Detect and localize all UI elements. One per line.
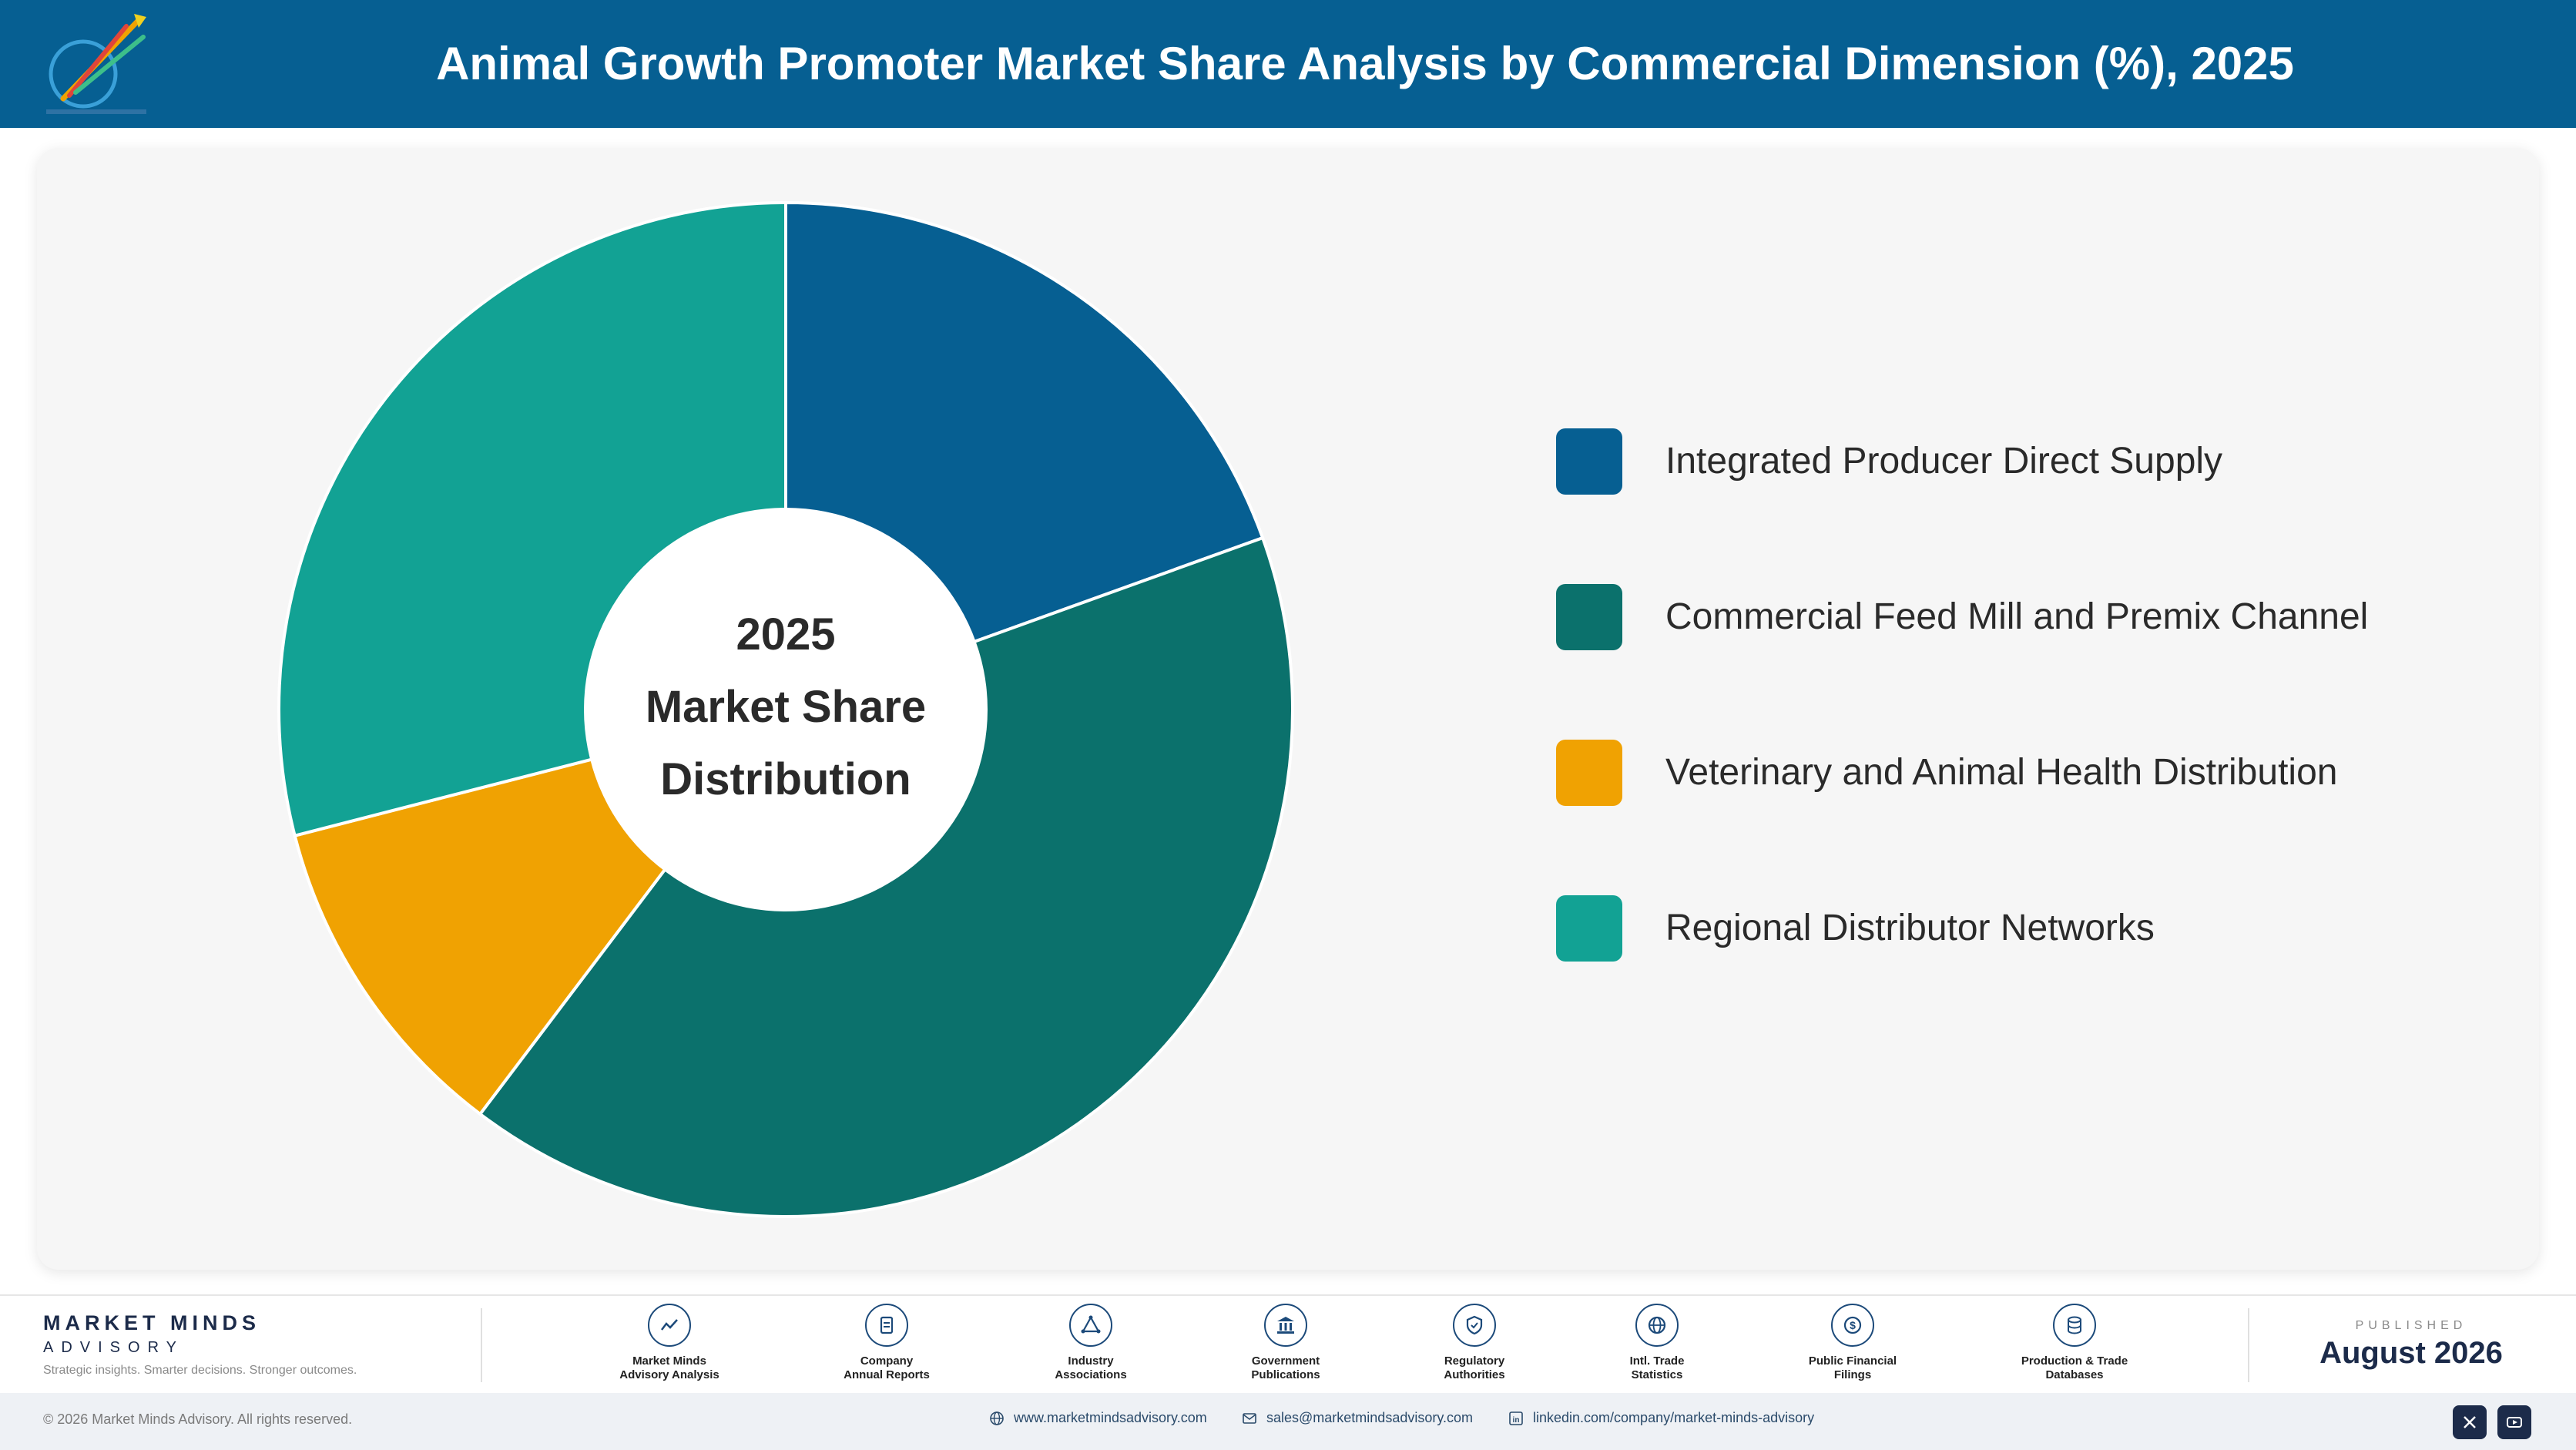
donut-hole [584, 508, 988, 911]
source-regulatory: Regulatory Authorities [1390, 1304, 1559, 1393]
legend-item-commercial: Commercial Feed Mill and Premix Channel [1556, 584, 2480, 650]
published-date: August 2026 [2319, 1336, 2503, 1370]
center-label-line-2: Market Share [646, 682, 926, 732]
legend-swatch-veterinary [1556, 740, 1622, 806]
linkedin-link[interactable]: in linkedin.com/company/market-minds-advi… [1508, 1410, 1814, 1433]
footer-brand-name: MARKET MINDS [43, 1311, 260, 1334]
center-label-line-1: 2025 [736, 609, 835, 660]
document-icon [865, 1304, 908, 1347]
source-industry-associations: Industry Associations [1006, 1304, 1176, 1393]
footer-brand-tagline: Strategic insights. Smarter decisions. S… [43, 1364, 357, 1377]
legend-swatch-commercial [1556, 584, 1622, 650]
globe-icon [990, 1411, 1004, 1426]
linkedin-icon: in [1509, 1411, 1523, 1426]
youtube-icon[interactable] [2497, 1405, 2531, 1439]
database-icon [2053, 1304, 2096, 1347]
legend-item-regional: Regional Distributor Networks [1556, 895, 2480, 962]
page-title: Animal Growth Promoter Market Share Anal… [436, 38, 2294, 89]
mail-icon [1243, 1413, 1256, 1425]
source-label: Government Publications [1251, 1354, 1320, 1381]
source-label: Company Annual Reports [844, 1354, 930, 1381]
source-government: Government Publications [1201, 1304, 1370, 1393]
chart-card: 2025 Market Share Distribution Integrated … [37, 148, 2539, 1270]
trend-icon [648, 1304, 691, 1347]
center-label-line-3: Distribution [660, 754, 911, 804]
shield-icon [1453, 1304, 1496, 1347]
footer-brand-sub: ADVISORY [43, 1339, 184, 1356]
footer-bottom-bar: © 2026 Market Minds Advisory. All rights… [0, 1393, 2576, 1450]
source-label: Production & Trade Databases [2021, 1354, 2128, 1381]
legend-item-veterinary: Veterinary and Animal Health Distributio… [1556, 740, 2480, 806]
legend-swatch-integrated [1556, 428, 1622, 495]
header-bar: Animal Growth Promoter Market Share Anal… [0, 0, 2576, 128]
source-label: Market Minds Advisory Analysis [619, 1354, 719, 1381]
svg-text:in: in [1513, 1416, 1520, 1425]
source-label: Regulatory Authorities [1444, 1354, 1505, 1381]
source-trade-databases: Production & Trade Databases [1990, 1304, 2159, 1393]
globe-icon [1635, 1304, 1679, 1347]
footer: MARKET MINDS ADVISORY Strategic insights… [0, 1294, 2576, 1393]
source-company-reports: Company Annual Reports [802, 1304, 971, 1393]
pie-chart: 2025 Market Share Distribution [277, 200, 1294, 1219]
footer-divider [2248, 1308, 2249, 1382]
email-link[interactable]: sales@marketmindsadvisory.com [1242, 1410, 1473, 1433]
source-label: Public Financial Filings [1808, 1354, 1897, 1381]
svg-text:$: $ [1850, 1319, 1856, 1331]
footer-divider [481, 1308, 482, 1382]
source-trade-statistics: Intl. Trade Statistics [1572, 1304, 1742, 1393]
legend-label-integrated: Integrated Producer Direct Supply [1665, 441, 2223, 482]
source-financial-filings: $ Public Financial Filings [1768, 1304, 1937, 1393]
source-label: Intl. Trade Statistics [1629, 1354, 1685, 1381]
coin-icon: $ [1831, 1304, 1874, 1347]
building-icon [1264, 1304, 1307, 1347]
website-link[interactable]: www.marketmindsadvisory.com [989, 1410, 1207, 1433]
legend-label-commercial: Commercial Feed Mill and Premix Channel [1665, 596, 2369, 637]
legend-item-integrated: Integrated Producer Direct Supply [1556, 428, 2480, 495]
legend-label-veterinary: Veterinary and Animal Health Distributio… [1665, 752, 2338, 793]
legend-label-regional: Regional Distributor Networks [1665, 908, 2155, 948]
network-icon [1069, 1304, 1112, 1347]
source-market-minds: Market Minds Advisory Analysis [585, 1304, 754, 1393]
legend-swatch-regional [1556, 895, 1622, 962]
x-icon[interactable] [2453, 1405, 2487, 1439]
published-label: PUBLISHED [2355, 1319, 2467, 1332]
company-logo [46, 14, 146, 114]
copyright-text: © 2026 Market Minds Advisory. All rights… [43, 1411, 353, 1427]
source-label: Industry Associations [1055, 1354, 1127, 1381]
